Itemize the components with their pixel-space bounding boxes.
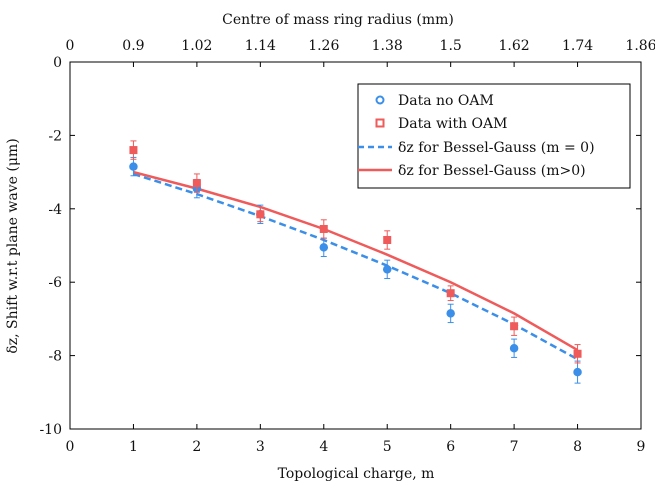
x-tick-label: 2: [192, 439, 201, 455]
top-x-tick-label: 1.26: [308, 38, 339, 54]
top-x-axis-label: Centre of mass ring radius (mm): [222, 12, 454, 28]
x-tick-label: 7: [510, 439, 519, 455]
legend-label: δz for Bessel-Gauss (m = 0): [398, 140, 595, 156]
legend-label: Data with OAM: [398, 116, 507, 132]
data-point-with-oam: [383, 235, 392, 244]
data-point-no-oam: [319, 243, 329, 252]
data-point-with-oam: [192, 179, 201, 188]
top-x-tick-label: 0.9: [122, 38, 144, 54]
data-point-with-oam: [256, 210, 265, 219]
bottom-x-axis: 0 1 2 3 4 5 6 7 8 9: [66, 62, 646, 455]
legend: Data no OAM Data with OAM δz for Bessel-…: [357, 83, 631, 189]
legend-label: Data no OAM: [398, 93, 494, 109]
top-x-axis: 0 0.9 1.02 1.14 1.26 1.38 1.5 1.62 1.74 1.86: [66, 38, 655, 54]
data-point-no-oam: [382, 265, 392, 274]
top-x-tick-label: 1.02: [181, 38, 212, 54]
y-tick-label: -4: [48, 202, 62, 218]
x-axis-label: Topological charge, m: [278, 466, 435, 482]
legend-entry-data-with-oam: Data with OAM: [375, 116, 507, 132]
legend-entry-data-no-oam: Data no OAM: [375, 93, 494, 109]
data-point-with-oam: [319, 224, 328, 233]
x-tick-label: 1: [129, 439, 138, 455]
top-x-tick-label: 1.5: [440, 38, 462, 54]
data-point-no-oam: [509, 344, 519, 353]
y-tick-label: -8: [48, 349, 62, 365]
y-tick-label: 0: [53, 55, 62, 71]
top-x-tick-label: 1.86: [625, 38, 655, 54]
data-point-with-oam: [573, 349, 582, 358]
x-tick-label: 3: [256, 439, 265, 455]
series-line-solid: [133, 170, 579, 352]
x-tick-label: 0: [66, 439, 75, 455]
legend-box: [357, 83, 631, 189]
y-axis-label: δz, Shift w.r.t plane wave (μm): [5, 138, 21, 353]
series-line-dashed: [133, 172, 579, 361]
legend-marker-circle: [375, 95, 385, 105]
legend-label: δz for Bessel-Gauss (m>0): [398, 163, 586, 179]
data-point-with-oam: [129, 146, 138, 155]
x-tick-label: 5: [383, 439, 392, 455]
top-x-tick-label: 1.14: [245, 38, 276, 54]
top-x-tick-label: 0: [66, 38, 75, 54]
top-x-tick-label: 1.74: [562, 38, 593, 54]
data-point-no-oam: [573, 367, 582, 377]
series-layer: [129, 140, 582, 384]
legend-entry-bessel-gauss-m-pos: δz for Bessel-Gauss (m>0): [358, 163, 586, 179]
y-axis: 0 -2 -4 -6 -8 -10: [39, 55, 641, 438]
data-point-with-oam: [446, 289, 455, 298]
data-point-no-oam: [129, 162, 138, 171]
data-point-no-oam: [446, 309, 455, 318]
x-tick-label: 6: [446, 439, 455, 455]
x-tick-label: 9: [637, 439, 646, 455]
y-tick-label: -2: [48, 128, 62, 144]
x-tick-label: 4: [319, 439, 328, 455]
y-tick-label: -6: [48, 275, 62, 291]
plot-frame: [69, 61, 642, 430]
top-x-tick-label: 1.62: [499, 38, 530, 54]
y-tick-label: -10: [39, 422, 62, 438]
x-tick-label: 8: [573, 439, 582, 455]
data-point-with-oam: [510, 322, 519, 331]
legend-marker-square: [375, 118, 385, 128]
legend-entry-bessel-gauss-m0: δz for Bessel-Gauss (m = 0): [358, 140, 595, 156]
top-x-tick-label: 1.38: [372, 38, 403, 54]
